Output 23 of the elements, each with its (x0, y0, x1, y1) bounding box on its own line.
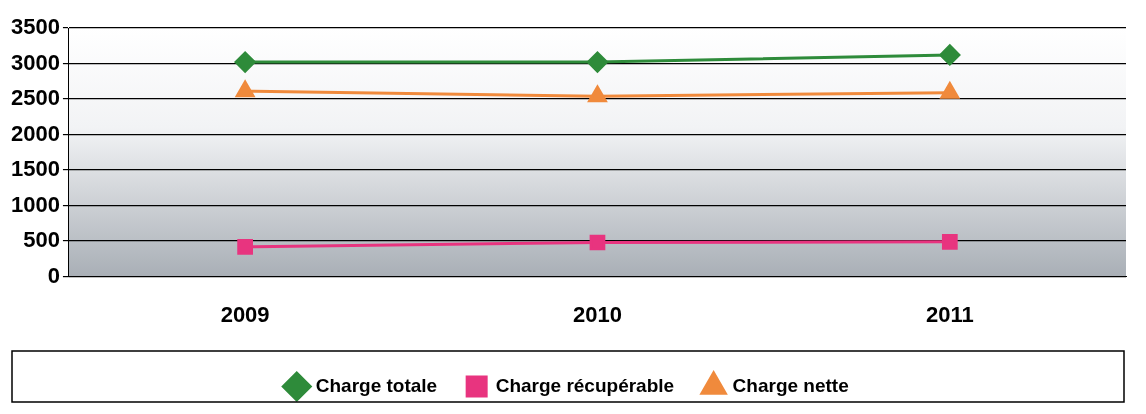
y-tick-label: 3500 (10, 14, 60, 40)
point (941, 233, 958, 250)
y-tick-label: 500 (23, 227, 60, 253)
point (589, 234, 606, 251)
x-tick-label: 2010 (572, 301, 622, 327)
point (237, 238, 253, 255)
point (235, 80, 255, 98)
legend-label: Charge nette (732, 374, 849, 396)
point (586, 51, 608, 73)
legend-label: Charge totale (315, 374, 438, 396)
legend-label: Charge récupérable (495, 374, 675, 396)
y-tick-label: 2500 (10, 85, 60, 111)
point (234, 51, 256, 73)
x-tick-label: 2009 (220, 301, 270, 327)
point (588, 85, 607, 103)
y-tick-label: 1000 (10, 191, 60, 217)
y-tick-label: 2000 (10, 120, 60, 146)
y-tick-label: 3000 (10, 49, 60, 75)
y-tick-label: 0 (47, 262, 60, 288)
point (939, 44, 961, 66)
y-tick-label: 1500 (10, 156, 60, 182)
point (940, 82, 960, 99)
x-tick-label: 2011 (925, 301, 974, 327)
